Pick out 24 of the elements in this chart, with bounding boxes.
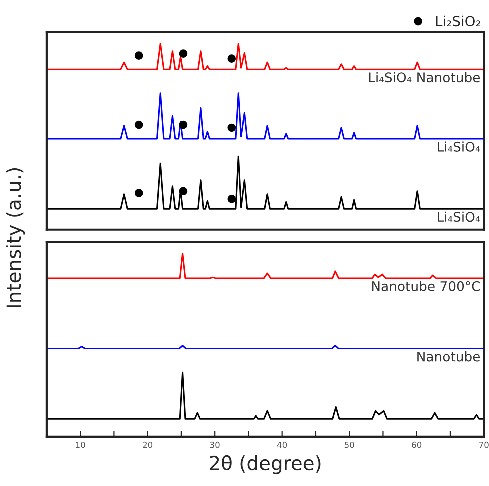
point: [134, 120, 144, 130]
point: [134, 189, 144, 198]
x-tick-label: 70: [479, 442, 489, 448]
point: [228, 54, 236, 63]
x-tick-label: 40: [277, 442, 288, 448]
series-label: Li₄SiO₄: [438, 142, 480, 152]
point: [179, 187, 188, 196]
point: [179, 120, 188, 130]
series-label: Nanotube 700°C: [372, 281, 480, 292]
point: [228, 124, 236, 132]
legend-label: Li₂SiO₂: [436, 16, 480, 27]
x-tick-label: 50: [344, 442, 354, 448]
point: [179, 50, 188, 58]
point: [228, 195, 236, 204]
x-tick-label: 30: [210, 442, 220, 448]
series-label: Li₄SiO₄ Nanotube: [369, 72, 480, 83]
x-tick-label: 20: [143, 442, 153, 448]
point: [134, 52, 144, 60]
y-axis-title: Intensity (a.u.): [6, 168, 26, 308]
x-tick-label: 60: [412, 442, 422, 448]
x-tick-label: 10: [76, 442, 86, 448]
series-label: Li₄SiO₄: [438, 212, 480, 222]
series-label: Nanotube: [418, 352, 480, 362]
x-axis-title: 2θ (degree): [210, 455, 321, 474]
